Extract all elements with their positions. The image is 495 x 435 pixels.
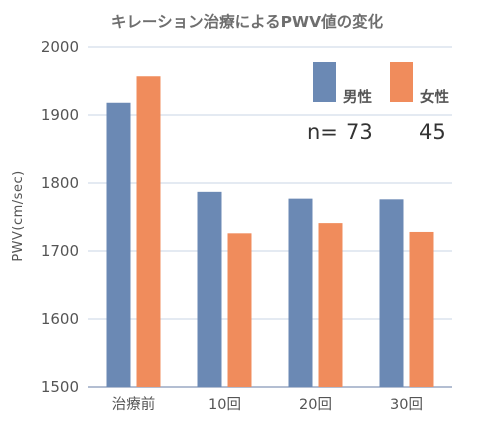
bar-female bbox=[136, 76, 161, 388]
y-tick-label: 1900 bbox=[41, 106, 79, 124]
sample-size-annotation: n= 73 45 bbox=[307, 120, 446, 144]
x-category-label: 20回 bbox=[299, 396, 332, 413]
y-tick-label: 1500 bbox=[41, 378, 79, 396]
y-tick-label: 1700 bbox=[41, 242, 79, 260]
y-axis-label: PWV(cm/sec) bbox=[11, 170, 26, 261]
y-tick-label: 1800 bbox=[41, 174, 79, 192]
legend-label: 男性 bbox=[343, 88, 372, 106]
bar-male bbox=[379, 199, 404, 387]
n-female: 45 bbox=[419, 120, 446, 144]
chart-title: キレーション治療によるPWV値の変化 bbox=[111, 12, 384, 31]
bar-male bbox=[197, 191, 222, 387]
bar-female bbox=[227, 233, 252, 387]
legend-swatch bbox=[390, 62, 413, 102]
bars bbox=[106, 76, 434, 388]
category-labels: 治療前 10回 20回 30回 bbox=[112, 396, 423, 413]
x-category-label: 10回 bbox=[208, 396, 241, 413]
n-label: n= bbox=[307, 120, 338, 144]
y-tick-label: 1600 bbox=[41, 310, 79, 328]
bar-female bbox=[318, 223, 343, 387]
legend-label: 女性 bbox=[420, 88, 449, 106]
legend: 男性 女性 bbox=[313, 62, 449, 106]
y-tick-labels: 1500 1600 1700 1800 1900 2000 bbox=[41, 38, 79, 396]
legend-swatch bbox=[313, 62, 336, 102]
bar-female bbox=[409, 231, 434, 387]
x-category-label: 治療前 bbox=[112, 396, 156, 413]
bar-male bbox=[106, 102, 131, 387]
n-male: 73 bbox=[346, 120, 373, 144]
x-category-label: 30回 bbox=[390, 396, 423, 413]
y-tick-label: 2000 bbox=[41, 38, 79, 56]
bar-male bbox=[288, 198, 313, 387]
